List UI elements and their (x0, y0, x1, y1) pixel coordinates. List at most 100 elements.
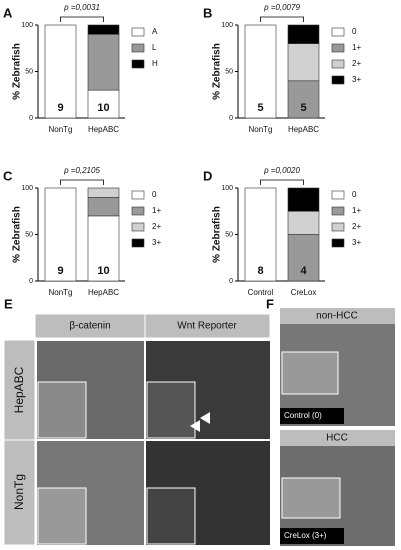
legend-swatch (131, 59, 145, 69)
x-tick-label: Control (248, 288, 274, 297)
inset (37, 381, 87, 439)
bar-segment (244, 187, 277, 282)
column-header: β-catenin (69, 321, 110, 332)
legend-label: 2+ (152, 222, 161, 231)
panel-label: F (266, 296, 274, 311)
bar-segment (287, 43, 320, 82)
bar-segment (287, 24, 320, 44)
inset (146, 487, 196, 545)
legend-label: 0 (352, 27, 357, 36)
count-label: 5 (300, 102, 306, 114)
legend-swatch (331, 238, 345, 248)
inset (146, 381, 196, 439)
inset (281, 477, 341, 519)
bar-segment (87, 89, 120, 119)
row-header: HepABC (12, 366, 26, 413)
legend-label: L (152, 43, 157, 52)
legend-label: 0 (152, 190, 157, 199)
bar-segment (87, 33, 120, 91)
y-tick-label: 100 (221, 185, 233, 192)
count-label: 8 (257, 265, 263, 277)
legend-swatch (331, 206, 345, 216)
count-label: 5 (257, 102, 263, 114)
x-tick-label: HepABC (88, 288, 119, 297)
x-tick-label: NonTg (248, 125, 272, 134)
count-label: 10 (97, 102, 109, 114)
y-tick-label: 0 (229, 115, 233, 122)
y-tick-label: 0 (229, 278, 233, 285)
caption-box (280, 528, 344, 544)
significance-bracket (60, 16, 104, 22)
inset (281, 351, 339, 395)
legend-label: 0 (352, 190, 357, 199)
bar-segment (44, 24, 77, 119)
header-box (280, 308, 395, 324)
row-header: NonTg (12, 474, 26, 510)
legend-label: 2+ (352, 59, 361, 68)
row-box (3, 439, 36, 546)
header-box (280, 430, 395, 446)
legend-swatch (131, 43, 145, 53)
p-value: p =0,2105 (63, 166, 100, 175)
legend-label: 2+ (352, 222, 361, 231)
x-tick-label: HepABC (88, 125, 119, 134)
bar-segment (44, 187, 77, 282)
bar-segment (87, 24, 120, 35)
y-tick-label: 0 (29, 115, 33, 122)
legend-label: A (152, 27, 158, 36)
inset (37, 487, 87, 545)
legend-label: H (152, 59, 158, 68)
section-title: HCC (326, 433, 348, 444)
legend-label: 3+ (352, 238, 361, 247)
panel-label: A (3, 5, 13, 20)
legend-swatch (331, 75, 345, 85)
y-axis-label: % Zebrafish (12, 43, 23, 100)
legend-label: 1+ (352, 43, 361, 52)
bar-segment (287, 234, 320, 282)
x-tick-label: NonTg (48, 288, 72, 297)
count-label: 9 (57, 265, 63, 277)
bar-segment (287, 210, 320, 235)
legend-swatch (331, 43, 345, 53)
header-box (144, 313, 271, 339)
legend-swatch (331, 27, 345, 37)
bar-segment (244, 24, 277, 119)
y-tick-label: 0 (29, 278, 33, 285)
column-header: Wnt Reporter (177, 321, 237, 332)
significance-bracket (260, 16, 304, 22)
bar-segment (287, 187, 320, 212)
x-tick-label: CreLox (291, 288, 317, 297)
significance-bracket (260, 179, 304, 185)
legend-swatch (131, 190, 145, 200)
y-tick-label: 50 (225, 68, 233, 75)
p-value: p =0,0020 (263, 166, 300, 175)
legend-swatch (131, 222, 145, 232)
y-tick-label: 50 (25, 68, 33, 75)
panel-label: D (203, 168, 212, 183)
legend-swatch (331, 190, 345, 200)
count-label: 10 (97, 265, 109, 277)
legend-label: 1+ (152, 206, 161, 215)
count-label: 9 (57, 102, 63, 114)
row-box (3, 339, 36, 441)
arrowhead (200, 412, 210, 424)
legend-swatch (131, 238, 145, 248)
caption-box (280, 408, 344, 424)
y-axis-label: % Zebrafish (212, 43, 223, 100)
section-caption: Control (0) (284, 411, 322, 420)
y-axis-label: % Zebrafish (212, 206, 223, 263)
y-axis-label: % Zebrafish (12, 206, 23, 263)
bar-segment (87, 197, 120, 217)
y-tick-label: 100 (221, 22, 233, 29)
panel-label: E (4, 296, 13, 311)
bar-segment (87, 187, 120, 198)
legend-swatch (131, 27, 145, 37)
legend-label: 3+ (352, 75, 361, 84)
x-tick-label: NonTg (48, 125, 72, 134)
legend-swatch (131, 206, 145, 216)
y-tick-label: 50 (225, 231, 233, 238)
legend-swatch (331, 59, 345, 69)
header-box (34, 313, 146, 339)
arrowhead (190, 420, 200, 432)
